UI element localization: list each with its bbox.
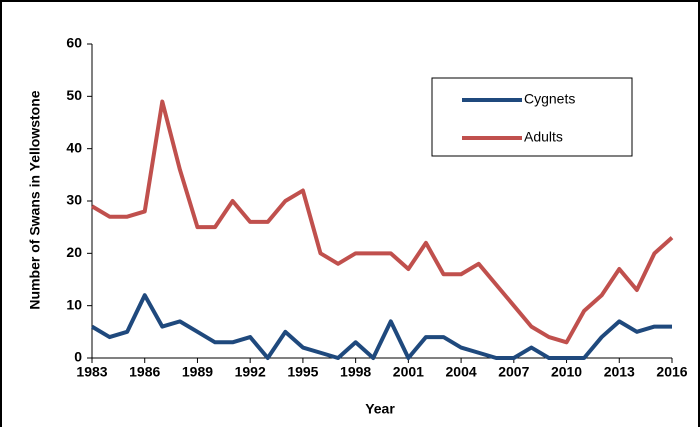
legend-label: Adults [524, 129, 563, 145]
legend-label: Cygnets [524, 91, 575, 107]
x-tick-label: 1983 [76, 364, 107, 380]
x-tick-label: 2013 [604, 364, 635, 380]
series-line [90, 99, 674, 345]
x-tick-label: 1989 [182, 364, 213, 380]
x-tick-label: 2007 [498, 364, 529, 380]
x-axis-label: Year [365, 401, 395, 417]
y-axis-label: Number of Swans in Yellowstone [27, 90, 43, 309]
legend-box [431, 77, 633, 157]
x-tick-label: 2001 [393, 364, 424, 380]
y-tick-label: 20 [66, 244, 82, 260]
x-tick-label: 1998 [340, 364, 371, 380]
x-tick-label: 1995 [287, 364, 318, 380]
y-tick-label: 30 [66, 192, 82, 208]
x-tick-label: 2004 [446, 364, 477, 380]
x-tick-label: 2010 [551, 364, 582, 380]
x-tick-label: 1992 [235, 364, 266, 380]
series-line [90, 293, 672, 360]
x-tick-label: 1986 [129, 364, 160, 380]
y-tick-label: 0 [74, 349, 82, 365]
y-tick-label: 10 [66, 296, 82, 312]
y-tick-label: 50 [66, 87, 82, 103]
x-tick-label: 2016 [656, 364, 687, 380]
y-tick-label: 60 [66, 35, 82, 51]
y-tick-label: 40 [66, 139, 82, 155]
